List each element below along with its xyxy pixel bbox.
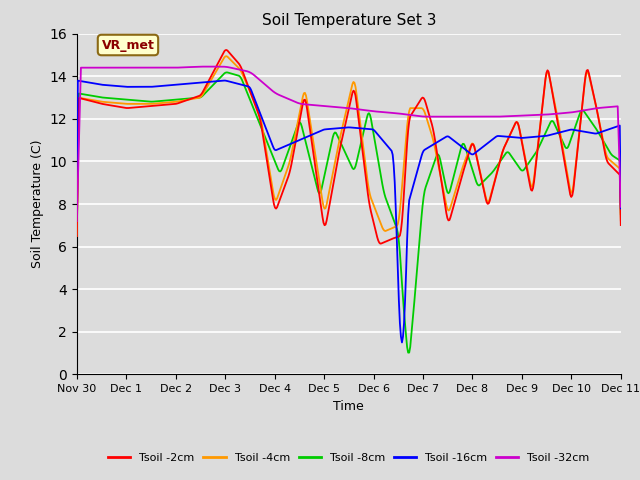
X-axis label: Time: Time (333, 400, 364, 413)
Y-axis label: Soil Temperature (C): Soil Temperature (C) (31, 140, 44, 268)
Title: Soil Temperature Set 3: Soil Temperature Set 3 (262, 13, 436, 28)
Text: VR_met: VR_met (102, 38, 154, 51)
Legend: Tsoil -2cm, Tsoil -4cm, Tsoil -8cm, Tsoil -16cm, Tsoil -32cm: Tsoil -2cm, Tsoil -4cm, Tsoil -8cm, Tsoi… (104, 448, 594, 467)
